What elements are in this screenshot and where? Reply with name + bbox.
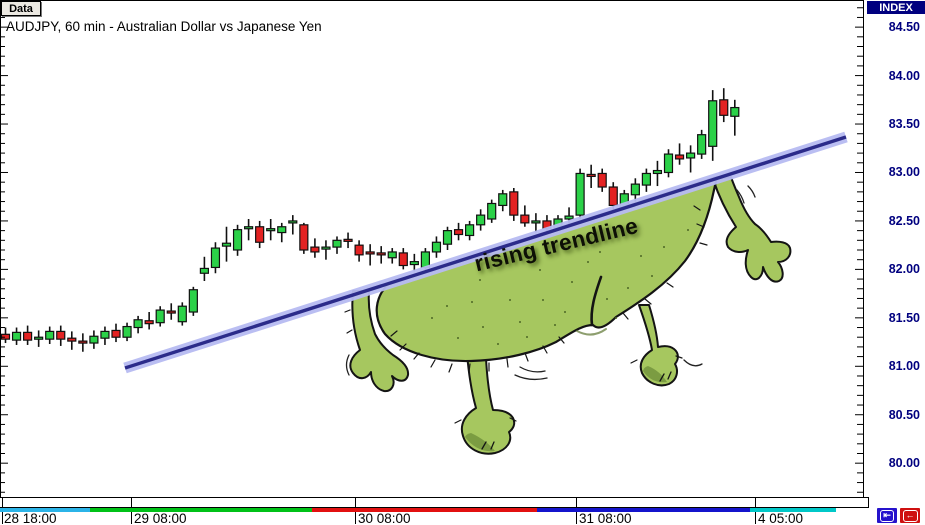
- monster-stubble: [344, 205, 708, 424]
- monster-right-leg: [638, 304, 679, 387]
- candles-group: [0, 88, 740, 352]
- price-label: 82.50: [888, 213, 920, 228]
- price-axis-header: INDEX: [867, 1, 925, 14]
- axis-ticks: [0, 7, 863, 493]
- time-label: 4 05:00: [758, 511, 804, 525]
- price-label: 84.00: [888, 68, 920, 83]
- scroll-to-start-icon: ⇤: [880, 509, 894, 522]
- time-label: 30 08:00: [358, 511, 411, 525]
- scroll-left-button[interactable]: ←: [900, 508, 920, 523]
- session-strip-segment: [90, 508, 312, 512]
- time-label: 29 08:00: [134, 511, 187, 525]
- price-label: 83.50: [888, 117, 920, 132]
- motion-lines: [345, 185, 756, 381]
- monster-illustration: [344, 175, 792, 455]
- price-label: 81.00: [888, 359, 920, 374]
- price-label: 80.50: [888, 407, 920, 422]
- plot-border-left: [0, 0, 1, 497]
- price-label: 83.00: [888, 165, 920, 180]
- price-label: 84.50: [888, 20, 920, 35]
- session-strip-segment: [0, 508, 90, 512]
- trendline: [123, 131, 848, 374]
- price-label: 82.00: [888, 262, 920, 277]
- price-label: 80.00: [888, 456, 920, 471]
- price-axis-line: [863, 0, 864, 497]
- monster-right-arm: [712, 176, 792, 283]
- time-label: 28 18:00: [4, 511, 57, 525]
- session-strip-segment: [750, 508, 836, 512]
- data-button[interactable]: Data: [1, 1, 41, 16]
- monster-left-leg: [460, 353, 516, 455]
- monster-body: [375, 175, 719, 363]
- chart-title: AUDJPY, 60 min - Australian Dollar vs Ja…: [6, 19, 322, 34]
- time-label: 31 08:00: [579, 511, 632, 525]
- monster-speckles: [431, 229, 689, 345]
- price-label: 81.50: [888, 310, 920, 325]
- monster-left-arm: [349, 290, 410, 393]
- time-axis-corner: [868, 497, 869, 508]
- session-strip-segment: [312, 508, 537, 512]
- candlestick-chart: [0, 7, 863, 493]
- session-strip-segment: [537, 508, 750, 512]
- plot-border-bottom: [0, 497, 869, 498]
- scroll-left-icon: ←: [902, 509, 918, 522]
- time-axis-line: [0, 507, 869, 508]
- plot-border-top: [0, 0, 863, 1]
- scroll-to-start-button[interactable]: ⇤: [877, 508, 897, 523]
